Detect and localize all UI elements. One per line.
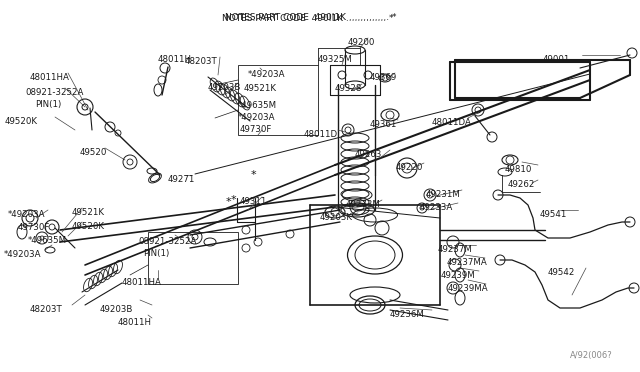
Text: PIN(1): PIN(1) xyxy=(143,249,169,258)
Text: 48011HA: 48011HA xyxy=(30,73,70,82)
Text: 49328: 49328 xyxy=(335,84,362,93)
Bar xyxy=(238,65,318,135)
Text: 49231M: 49231M xyxy=(426,190,461,199)
Text: 49325M: 49325M xyxy=(318,55,353,64)
Text: 49236M: 49236M xyxy=(390,310,425,319)
Text: 49520K: 49520K xyxy=(5,117,38,126)
Text: 49271: 49271 xyxy=(168,175,195,184)
Text: 49203K: 49203K xyxy=(320,213,353,222)
Text: 49200: 49200 xyxy=(348,38,376,47)
Text: 49542: 49542 xyxy=(548,268,575,277)
Text: 49233A: 49233A xyxy=(420,203,453,212)
Text: 49311: 49311 xyxy=(240,197,268,206)
Text: 49361: 49361 xyxy=(370,120,397,129)
Text: 49239MA: 49239MA xyxy=(448,284,488,293)
Text: 49369: 49369 xyxy=(370,73,397,82)
Text: 48203T: 48203T xyxy=(185,57,218,66)
Text: 49220: 49220 xyxy=(396,163,424,172)
Text: 48011HA: 48011HA xyxy=(122,278,162,287)
Text: 49730F: 49730F xyxy=(18,223,51,232)
Text: 49520: 49520 xyxy=(80,148,108,157)
Text: *: * xyxy=(230,195,236,205)
Text: 49810: 49810 xyxy=(505,165,532,174)
Text: *49203A: *49203A xyxy=(4,250,42,259)
Text: 48011D: 48011D xyxy=(304,130,338,139)
Text: 49001: 49001 xyxy=(543,55,570,64)
Text: NOTES:PART CODE  490l1K .............. *: NOTES:PART CODE 490l1K .............. * xyxy=(225,13,397,22)
Text: 49730F: 49730F xyxy=(240,125,273,134)
Text: 48011H: 48011H xyxy=(158,55,192,64)
Bar xyxy=(148,232,238,284)
Text: 49273M: 49273M xyxy=(346,200,381,209)
Text: A/92(006?: A/92(006? xyxy=(570,351,612,360)
Text: *: * xyxy=(250,170,256,180)
Text: 08921-3252A: 08921-3252A xyxy=(25,88,83,97)
Text: *49203A: *49203A xyxy=(8,210,45,219)
Text: 49237M: 49237M xyxy=(438,245,473,254)
Text: NOTES:PART CODE  490l1K .............. *: NOTES:PART CODE 490l1K .............. * xyxy=(222,14,394,23)
Text: 49521K: 49521K xyxy=(72,208,105,217)
Text: *49635M: *49635M xyxy=(28,236,67,245)
Text: *49203A: *49203A xyxy=(248,70,285,79)
Text: *: * xyxy=(225,197,231,207)
Text: 49239M: 49239M xyxy=(441,271,476,280)
Text: 49237MA: 49237MA xyxy=(447,258,488,267)
Text: 48011H: 48011H xyxy=(118,318,152,327)
Text: 49521K: 49521K xyxy=(244,84,277,93)
Text: 49541: 49541 xyxy=(540,210,568,219)
Text: *49635M: *49635M xyxy=(238,101,277,110)
Text: 48203T: 48203T xyxy=(30,305,63,314)
Text: 48011DA: 48011DA xyxy=(432,118,472,127)
Text: 49520K: 49520K xyxy=(72,222,105,231)
Text: 49203B: 49203B xyxy=(208,83,241,92)
Text: *49203A: *49203A xyxy=(238,113,275,122)
Text: 08921-3252A: 08921-3252A xyxy=(138,237,196,246)
Text: 49263: 49263 xyxy=(355,150,382,159)
Text: 49262: 49262 xyxy=(508,180,536,189)
Text: PIN(1): PIN(1) xyxy=(35,100,61,109)
Text: 49203B: 49203B xyxy=(100,305,133,314)
